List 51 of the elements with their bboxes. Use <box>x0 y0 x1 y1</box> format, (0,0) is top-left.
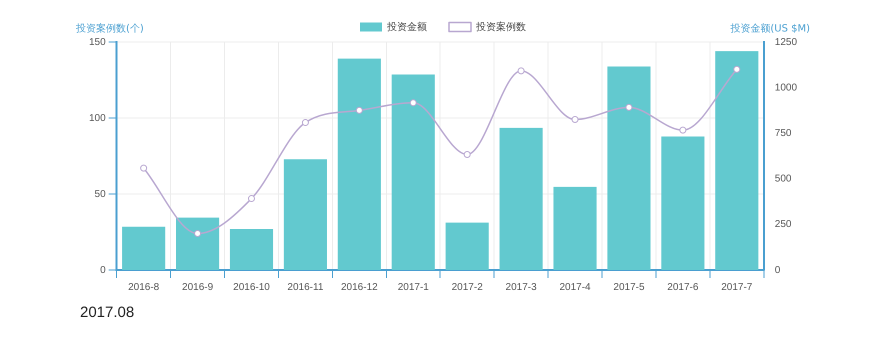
x-tick-label: 2017-3 <box>506 282 538 293</box>
y2-axis-title: 投资金额(US $M) <box>729 22 810 35</box>
point <box>625 104 632 111</box>
y2-tick-label: 1000 <box>774 82 798 94</box>
point <box>356 106 363 114</box>
point <box>302 119 309 126</box>
bar <box>500 128 543 270</box>
x-tick-label: 2017-6 <box>667 282 699 293</box>
x-tick-label: 2016-12 <box>340 282 378 293</box>
bar <box>122 226 166 270</box>
point <box>410 99 417 106</box>
y-tick-label: 150 <box>88 36 106 48</box>
y2-tick-label: 250 <box>774 219 792 230</box>
bar <box>176 218 220 270</box>
point <box>464 150 471 158</box>
bar <box>284 159 327 270</box>
y2-tick-label: 0 <box>774 264 781 276</box>
y-axis-title: 投资案例数(个) <box>75 22 144 35</box>
x-tick-label: 2016-9 <box>182 282 214 293</box>
point <box>733 66 740 73</box>
point <box>572 116 579 124</box>
bar <box>553 186 597 270</box>
bar <box>392 74 435 270</box>
y-tick-label: 100 <box>88 112 106 124</box>
y2-tick-label: 1250 <box>774 36 798 48</box>
x-tick-label: 2016-8 <box>128 282 160 293</box>
y-tick-label: 50 <box>94 188 106 200</box>
bar <box>446 222 489 270</box>
x-tick-label: 2017-7 <box>721 282 753 293</box>
point <box>140 164 148 172</box>
point <box>194 230 202 238</box>
point <box>679 126 686 134</box>
y2-tick-label: 500 <box>774 174 792 185</box>
x-tick-label: 2017-2 <box>452 282 484 293</box>
bar <box>715 51 758 270</box>
x-tick-label: 2016-11 <box>287 282 324 293</box>
y-tick-label: 0 <box>100 264 106 276</box>
bar <box>230 228 274 270</box>
x-tick-label: 2017-5 <box>613 282 645 293</box>
text: 2017.08 <box>80 304 134 321</box>
point <box>518 67 525 74</box>
bar <box>661 136 704 270</box>
x-tick-label: 2017-4 <box>559 282 592 293</box>
bar <box>607 66 651 270</box>
y2-tick-label: 750 <box>774 128 792 139</box>
legend-label: 投资金额 <box>386 20 427 33</box>
x-tick-label: 2016-10 <box>233 282 270 293</box>
point <box>248 195 255 202</box>
x-tick-label: 2017-1 <box>398 282 430 293</box>
legend-label: 投资案例数 <box>475 20 526 33</box>
bar <box>338 58 381 270</box>
